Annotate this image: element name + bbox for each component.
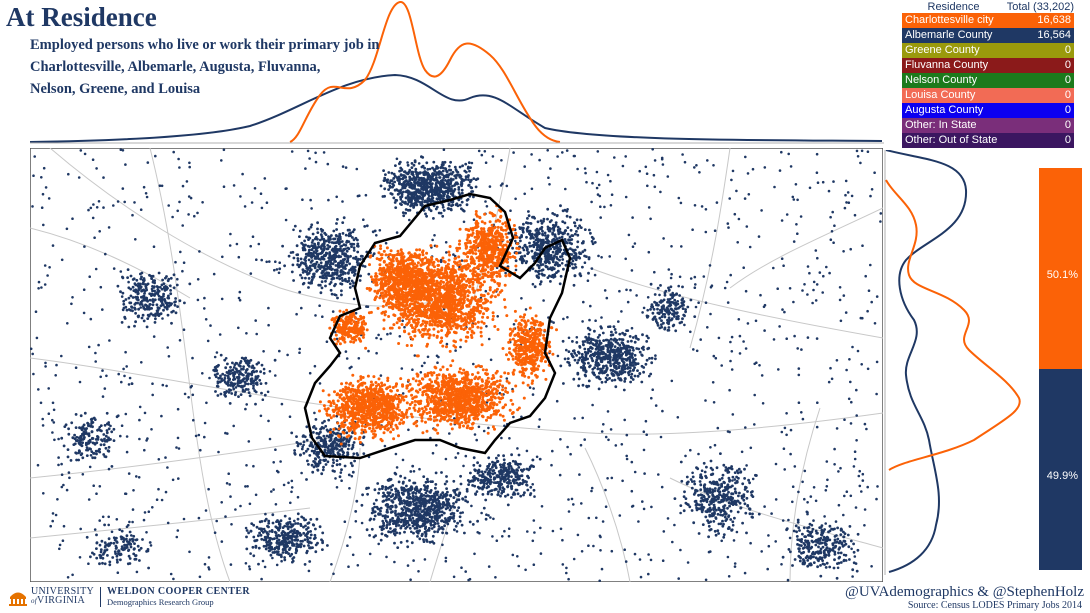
legend-value: 0 bbox=[1064, 104, 1071, 116]
share-label-county: 49.9% bbox=[1046, 470, 1078, 482]
university-virginia: VIRGINIA bbox=[37, 595, 85, 606]
county-top-density-curve bbox=[29, 73, 883, 143]
legend-header-left: Residence bbox=[927, 1, 980, 13]
legend-name: Other: Out of State bbox=[905, 134, 998, 146]
social-handles: @UVAdemographics & @StephenHolz bbox=[845, 584, 1084, 600]
subtitle-line: Charlottesville, Albemarle, Augusta, Flu… bbox=[30, 59, 321, 75]
legend-name: Fluvanna County bbox=[905, 59, 989, 71]
share-label-city: 50.1% bbox=[1046, 269, 1078, 281]
legend-row-fluvanna: Fluvanna County 0 bbox=[902, 58, 1074, 73]
legend-value: 0 bbox=[1064, 59, 1071, 71]
legend-value: 0 bbox=[1064, 119, 1071, 131]
legend-value: 0 bbox=[1064, 89, 1071, 101]
city-resident-dots bbox=[318, 204, 558, 446]
side-density-plot bbox=[884, 150, 1021, 575]
legend-name: Augusta County bbox=[905, 104, 984, 116]
residence-share-bar: 50.1% 49.9% bbox=[1039, 168, 1082, 570]
city-side-density-curve bbox=[885, 179, 1021, 471]
legend-header-right: Total (33,202) bbox=[1006, 1, 1074, 13]
county-side-density-curve bbox=[885, 150, 968, 573]
uva-rotunda-icon bbox=[9, 592, 27, 606]
subtitle-line: Nelson, Greene, and Louisa bbox=[30, 81, 201, 97]
city-top-density-curve bbox=[289, 1, 561, 143]
footer-branding: UNIVERSITY ofVIRGINIA WELDON COOPER CENT… bbox=[8, 586, 250, 607]
legend-row-nelson: Nelson County 0 bbox=[902, 73, 1074, 88]
footer-divider bbox=[100, 586, 101, 607]
share-segment-city: 50.1% bbox=[1039, 168, 1082, 369]
legend-value: 0 bbox=[1064, 44, 1071, 56]
page-title: At Residence bbox=[6, 2, 157, 32]
road-network bbox=[30, 148, 883, 582]
legend-row-greene: Greene County 0 bbox=[902, 43, 1074, 58]
dot-density-map bbox=[30, 148, 883, 582]
legend-name: Nelson County bbox=[905, 74, 978, 86]
legend-row-out-of-state: Other: Out of State 0 bbox=[902, 133, 1074, 148]
legend-row-albemarle: Albemarle County 16,564 bbox=[902, 28, 1074, 43]
legend-value: 16,638 bbox=[1037, 14, 1071, 26]
legend-header: Residence Total (33,202) bbox=[902, 1, 1075, 13]
share-segment-county: 49.9% bbox=[1039, 369, 1082, 570]
center-group: Demographics Research Group bbox=[107, 597, 214, 607]
page-subtitle: Employed persons who live or work their … bbox=[30, 34, 410, 100]
weldon-cooper-center: WELDON COOPER CENTER Demographics Resear… bbox=[107, 586, 250, 607]
legend-value: 16,564 bbox=[1037, 29, 1071, 41]
legend-name: Albemarle County bbox=[905, 29, 993, 41]
data-source: Source: Census LODES Primary Jobs 2014 bbox=[907, 600, 1082, 611]
legend-name: Louisa County bbox=[905, 89, 976, 101]
legend-row-charlottesville: Charlottesville city 16,638 bbox=[902, 13, 1074, 28]
legend-rows: Charlottesville city 16,638 Albemarle Cou… bbox=[902, 13, 1074, 148]
top-density-plot bbox=[29, 1, 884, 144]
legend-value: 0 bbox=[1064, 74, 1071, 86]
legend-name: Other: In State bbox=[905, 119, 977, 131]
center-name: WELDON COOPER CENTER bbox=[107, 586, 251, 597]
university-line-1: UNIVERSITY bbox=[31, 586, 94, 597]
charlottesville-city-boundary bbox=[303, 192, 572, 460]
legend-value: 0 bbox=[1064, 134, 1071, 146]
county-resident-dots bbox=[30, 148, 883, 582]
subtitle-line: Employed persons who live or work their … bbox=[30, 37, 380, 53]
legend-name: Charlottesville city bbox=[905, 14, 994, 26]
residence-legend: Residence Total (33,202) Charlottesville… bbox=[902, 1, 1074, 148]
university-line-2: ofVIRGINIA bbox=[31, 596, 94, 606]
legend-row-in-state: Other: In State 0 bbox=[902, 118, 1074, 133]
legend-row-augusta: Augusta County 0 bbox=[902, 103, 1074, 118]
university-name: UNIVERSITY ofVIRGINIA bbox=[31, 587, 94, 606]
legend-name: Greene County bbox=[905, 44, 980, 56]
university-of: of bbox=[31, 597, 38, 605]
legend-row-louisa: Louisa County 0 bbox=[902, 88, 1074, 103]
